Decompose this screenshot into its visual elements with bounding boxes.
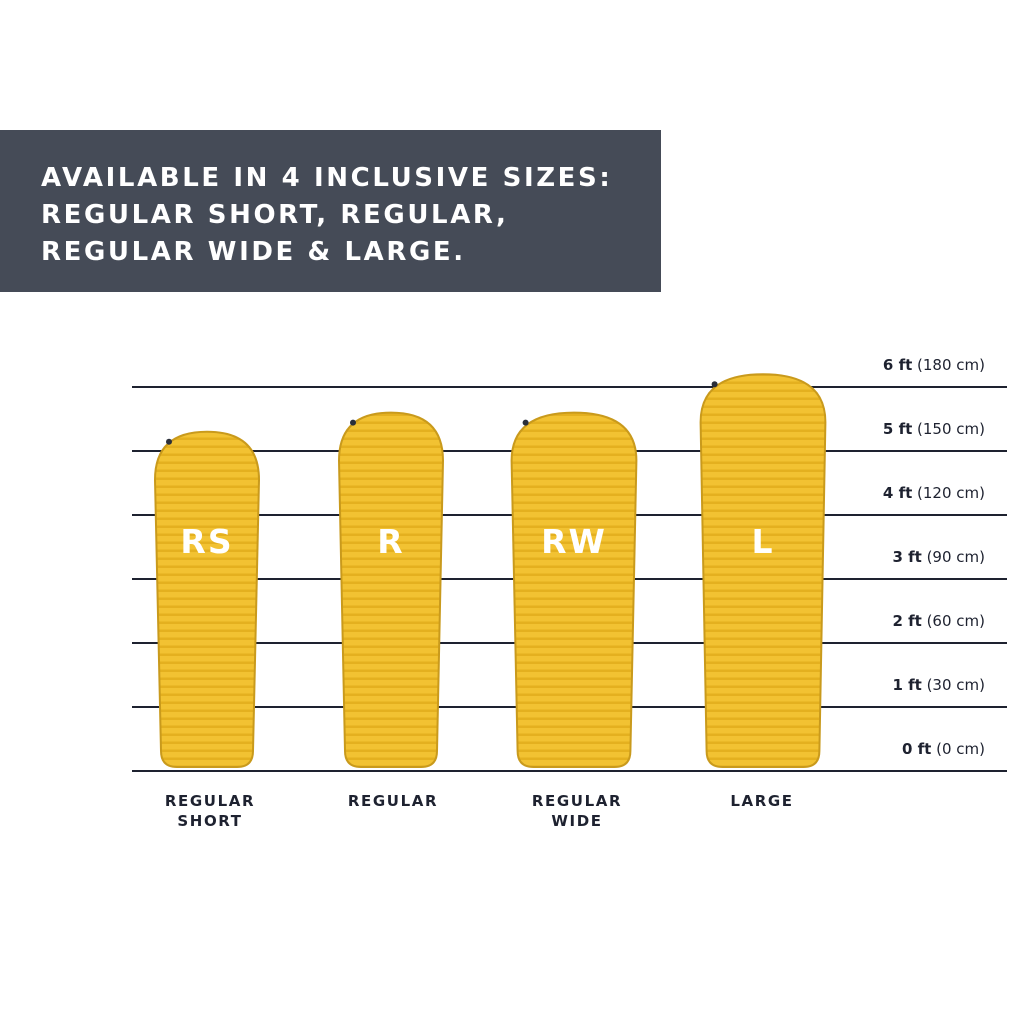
size-label-rw-line-1: REGULAR [532, 792, 622, 810]
size-labels: REGULAR SHORT REGULAR REGULAR WIDE LARGE [165, 792, 793, 830]
scale-label-ft: 3 ft [892, 548, 921, 566]
scale-label-cm: (180 cm) [912, 356, 985, 374]
scale-label-ft: 1 ft [892, 676, 921, 694]
scale-label-6ft: 6 ft (180 cm) [883, 356, 985, 374]
scale-label-cm: (0 cm) [931, 740, 985, 758]
scale-label-cm: (150 cm) [912, 420, 985, 438]
scale-label-cm: (120 cm) [912, 484, 985, 502]
scale-label-ft: 6 ft [883, 356, 912, 374]
scale-label-5ft: 5 ft (150 cm) [883, 420, 985, 438]
height-scale-labels: 0 ft (0 cm) 1 ft (30 cm) 2 ft (60 cm) 3 ft … [883, 356, 985, 758]
headline-line-3: REGULAR WIDE & LARGE. [41, 237, 466, 267]
scale-label-cm: (30 cm) [922, 676, 985, 694]
headline-banner: AVAILABLE IN 4 INCLUSIVE SIZES: REGULAR … [0, 130, 661, 292]
pad-code-r: R [377, 522, 404, 561]
size-label-rs-line-2: SHORT [177, 812, 242, 830]
pad-body [699, 373, 827, 768]
scale-label-ft: 4 ft [883, 484, 912, 502]
scale-label-cm: (90 cm) [922, 548, 985, 566]
pad-rw: RW [510, 411, 638, 768]
scale-label-0ft: 0 ft (0 cm) [902, 740, 985, 758]
size-label-l-line-1: LARGE [730, 792, 793, 810]
scale-label-ft: 5 ft [883, 420, 912, 438]
pad-code-l: L [751, 522, 774, 561]
pad-r: R [337, 411, 445, 768]
size-label-rw-line-2: WIDE [551, 812, 602, 830]
scale-label-2ft: 2 ft (60 cm) [892, 612, 985, 630]
valve-icon [711, 381, 718, 388]
scale-label-3ft: 3 ft (90 cm) [892, 548, 985, 566]
size-label-r-line-1: REGULAR [348, 792, 438, 810]
valve-icon [522, 419, 529, 426]
scale-label-ft: 0 ft [902, 740, 931, 758]
pad-body [510, 411, 638, 768]
scale-label-ft: 2 ft [892, 612, 921, 630]
scale-label-4ft: 4 ft (120 cm) [883, 484, 985, 502]
headline-line-2: REGULAR SHORT, REGULAR, [41, 200, 509, 230]
pad-code-rs: RS [180, 522, 233, 561]
pad-l: L [699, 373, 827, 768]
valve-icon [166, 438, 172, 445]
scale-label-cm: (60 cm) [922, 612, 985, 630]
sleeping-pads: RS R RW L [153, 373, 827, 768]
pad-body [153, 430, 261, 768]
scale-label-1ft: 1 ft (30 cm) [892, 676, 985, 694]
pad-code-rw: RW [541, 522, 607, 561]
pad-rs: RS [153, 430, 261, 768]
headline-line-1: AVAILABLE IN 4 INCLUSIVE SIZES: [41, 163, 613, 193]
valve-icon [350, 419, 356, 426]
size-label-rs-line-1: REGULAR [165, 792, 255, 810]
pad-body [337, 411, 445, 768]
